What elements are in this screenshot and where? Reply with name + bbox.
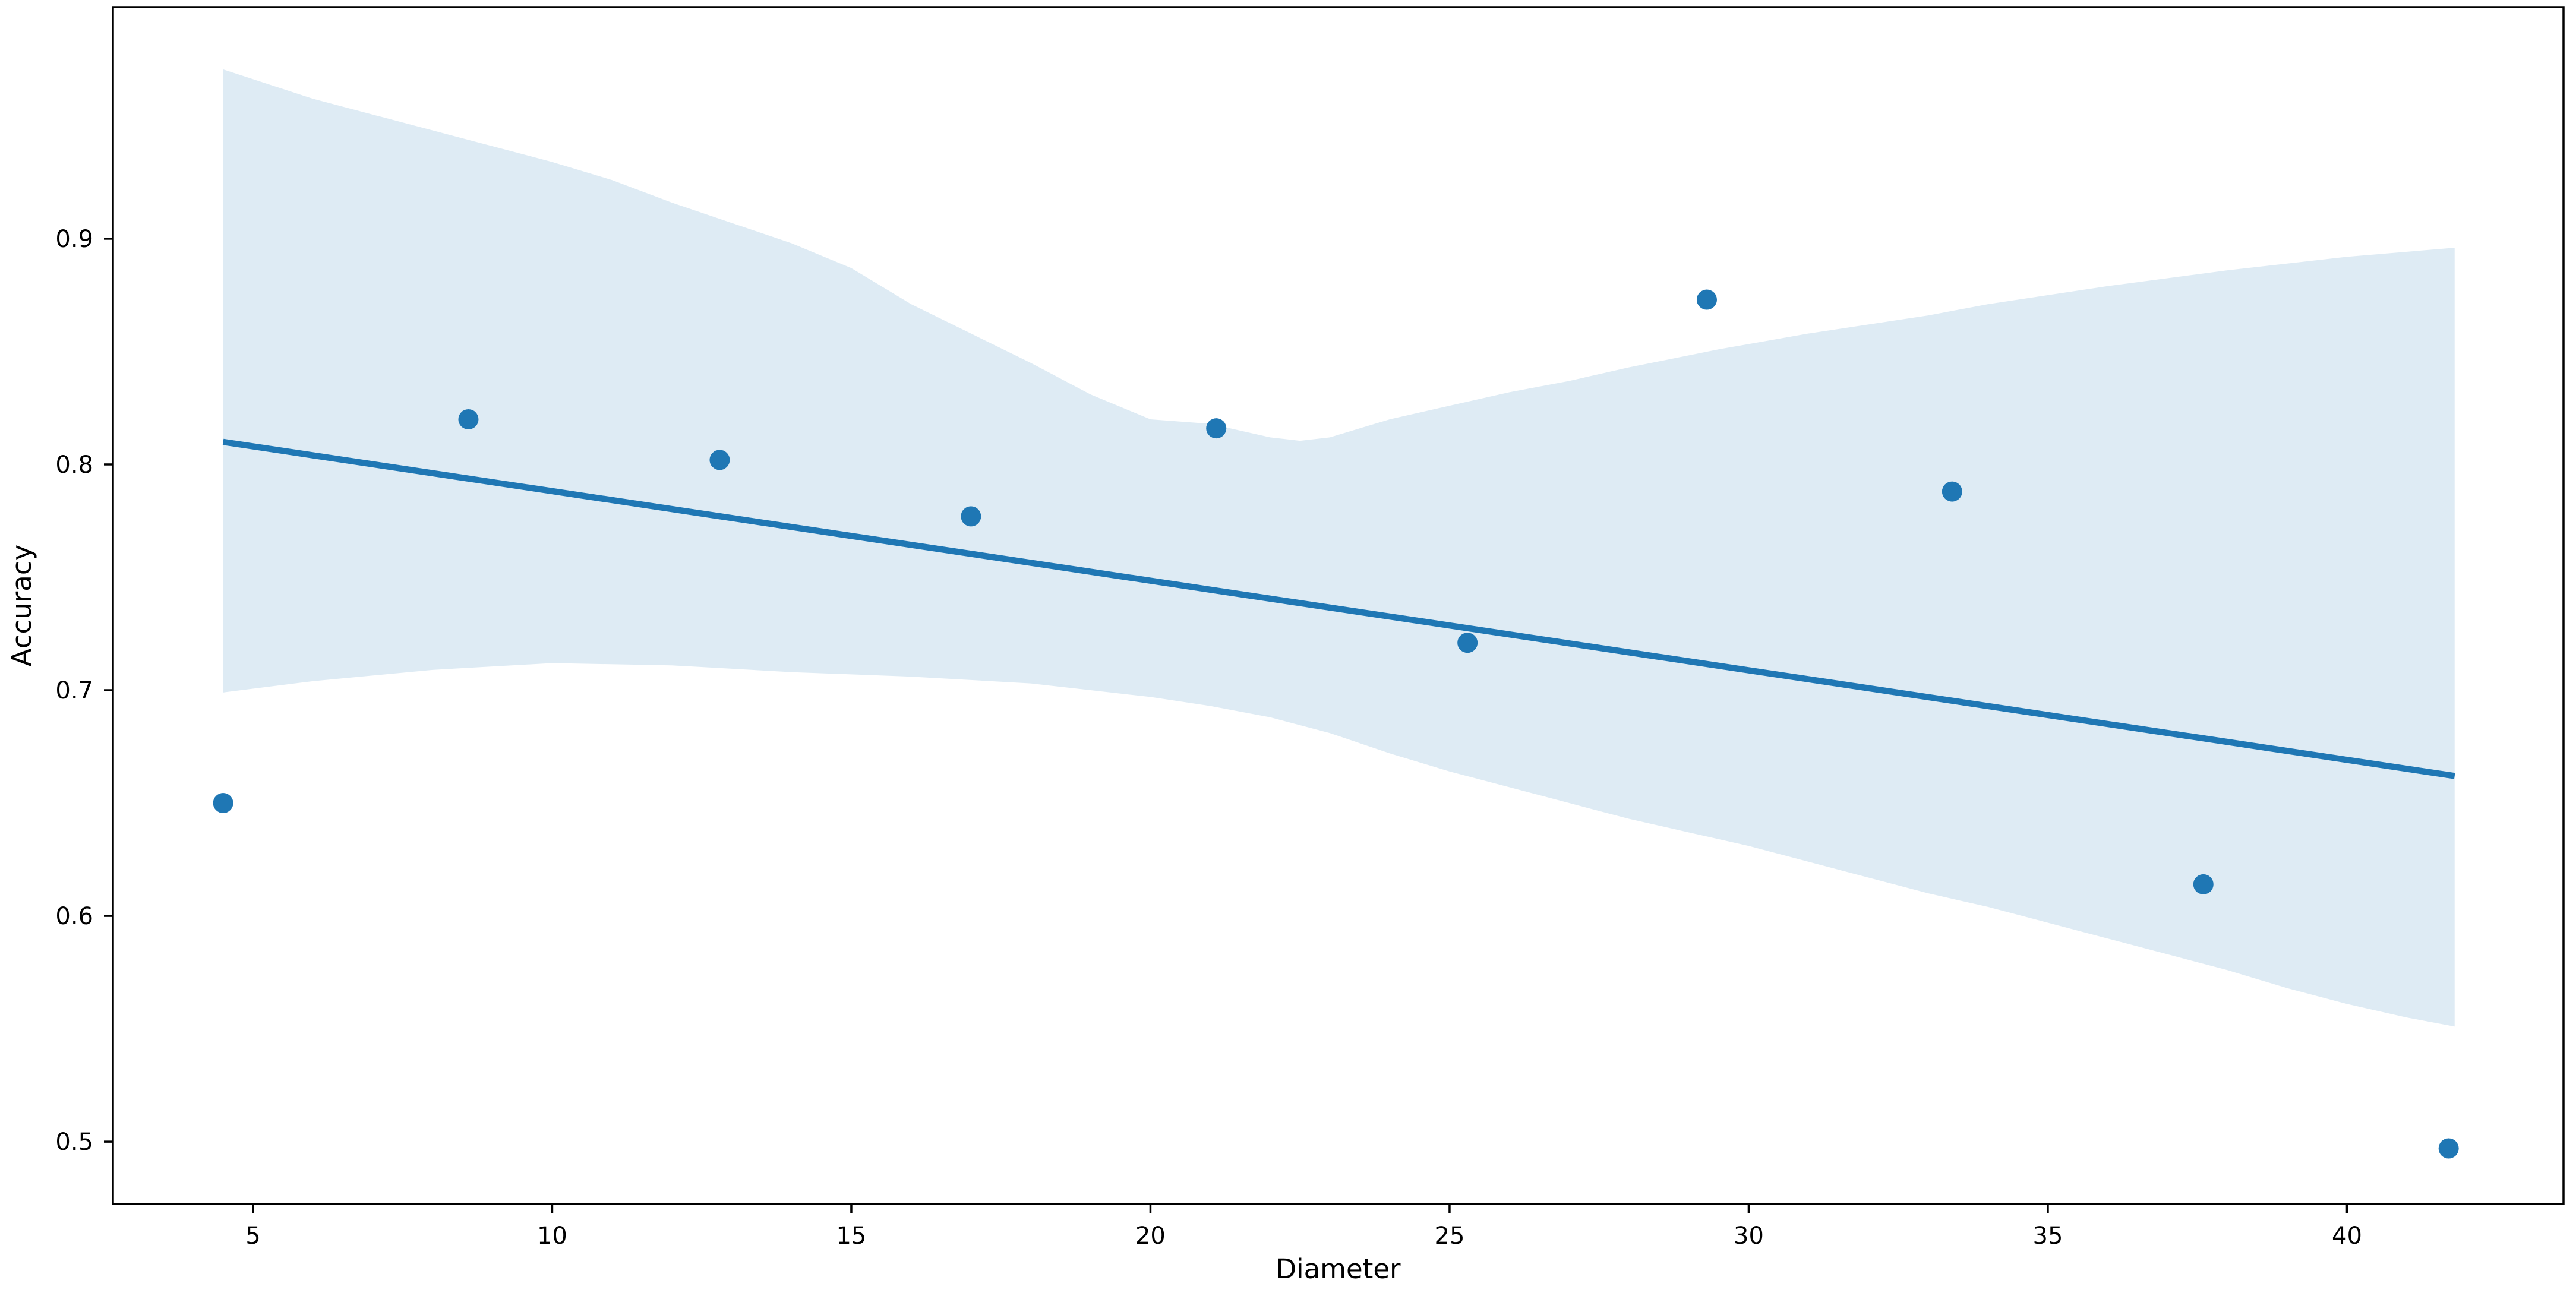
scatter-point (1696, 289, 1717, 310)
x-tick-label: 25 (1435, 1222, 1465, 1250)
scatter-point (1942, 481, 1962, 502)
y-tick-label: 0.9 (55, 226, 93, 253)
scatter-point (2438, 1138, 2459, 1159)
y-axis: 0.5 0.6 0.7 0.8 0.9 (55, 226, 113, 1156)
x-tick-label: 15 (836, 1222, 866, 1250)
scatter-point (2193, 874, 2214, 894)
ci-band (223, 69, 2455, 1027)
y-axis-label: Accuracy (6, 545, 37, 666)
scatter-point (709, 450, 730, 470)
x-tick-label: 40 (2332, 1222, 2362, 1250)
x-tick-label: 35 (2033, 1222, 2063, 1250)
y-tick-label: 0.6 (55, 903, 93, 930)
y-tick-label: 0.7 (55, 677, 93, 704)
scatter-point (1206, 418, 1227, 439)
x-axis-label: Diameter (1276, 1253, 1401, 1285)
regression-line (222, 438, 2455, 779)
x-tick-label: 20 (1135, 1222, 1166, 1250)
x-axis: 5 10 15 20 25 30 35 40 (245, 1204, 2362, 1250)
y-tick-label: 0.8 (55, 451, 93, 479)
scatter-point (1457, 633, 1478, 653)
x-tick-label: 5 (245, 1222, 260, 1250)
scatter-point (213, 793, 233, 814)
scatter-point (458, 409, 479, 429)
x-tick-label: 30 (1734, 1222, 1764, 1250)
y-tick-label: 0.5 (55, 1129, 93, 1156)
regression-fit-line (222, 438, 2455, 779)
scatter-points (213, 289, 2459, 1159)
confidence-interval-area (223, 69, 2455, 1027)
scatter-point (961, 506, 981, 527)
x-tick-label: 10 (537, 1222, 567, 1250)
plot-border (112, 6, 2565, 1205)
